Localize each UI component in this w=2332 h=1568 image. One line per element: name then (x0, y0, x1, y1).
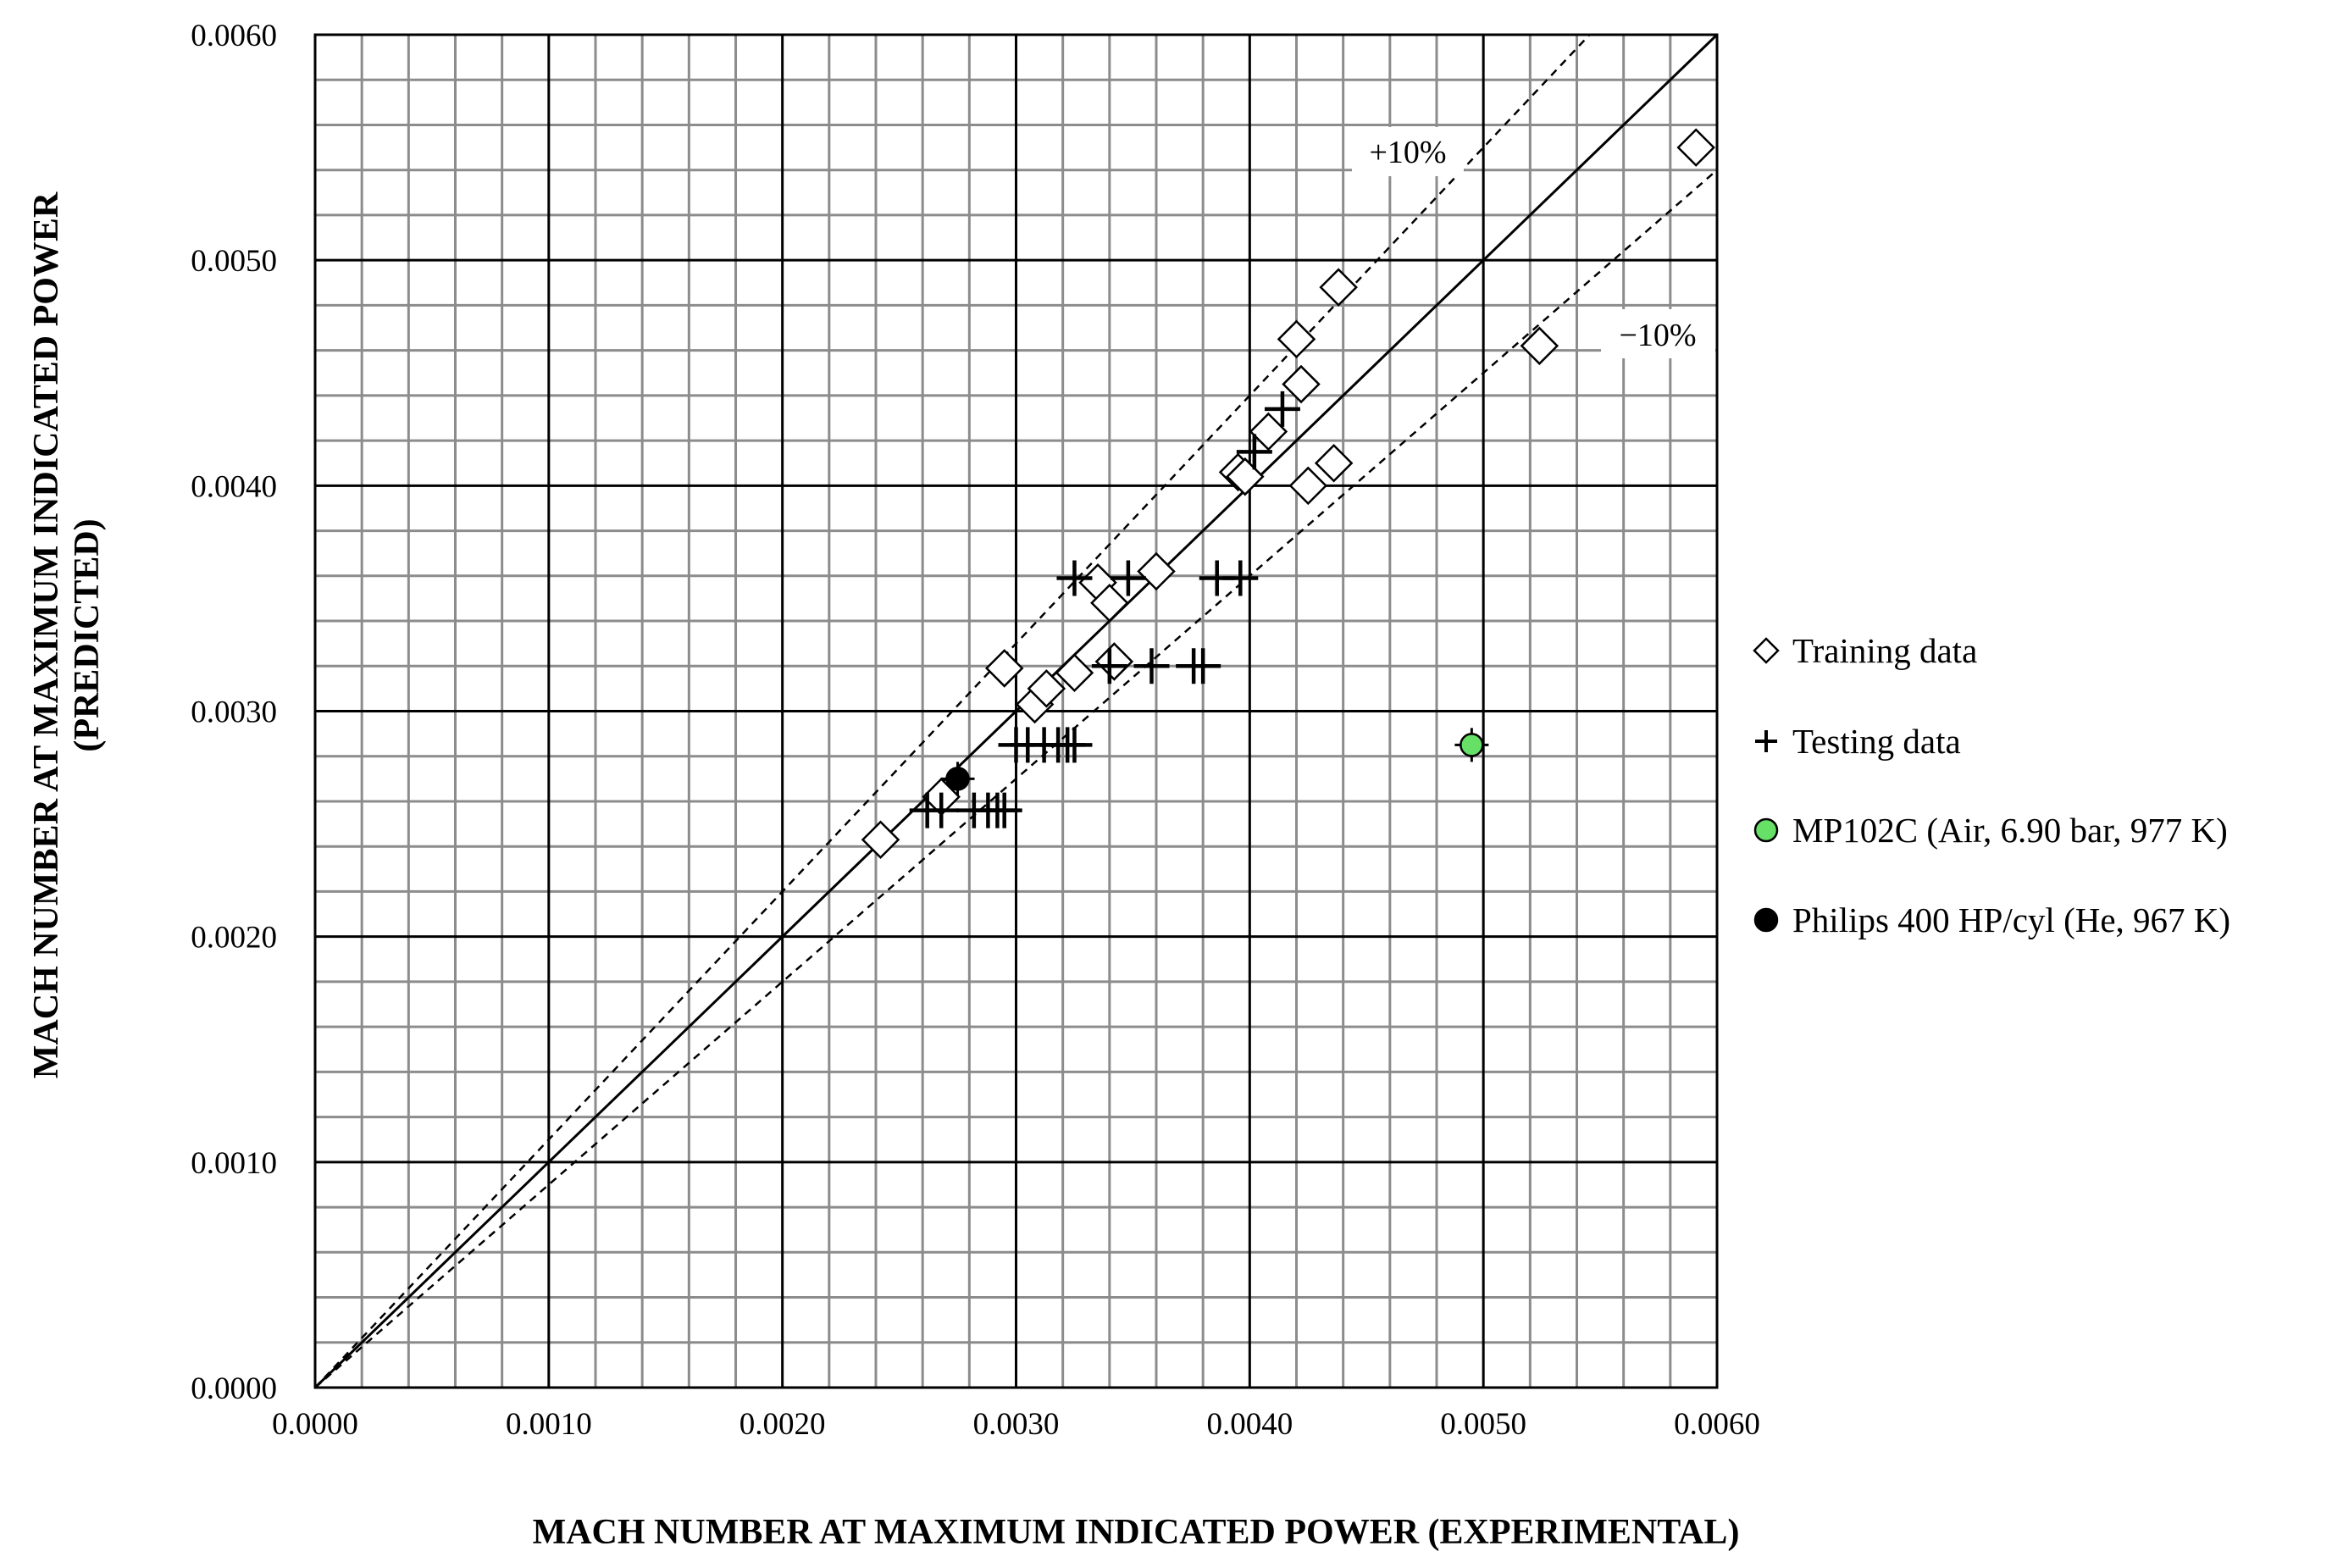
testing-point (1091, 648, 1127, 684)
x-tick-label: 0.0010 (506, 1407, 592, 1442)
legend: Training data Testing data MP102C (Air, 6.… (1753, 631, 2230, 939)
y-tick-label: 0.0060 (191, 19, 277, 53)
plus-10-percent-label-bg (1352, 127, 1464, 176)
x-tick-label: 0.0050 (1440, 1407, 1526, 1442)
x-tick-label: 0.0020 (739, 1407, 826, 1442)
y-tick-label: 0.0010 (191, 1146, 277, 1181)
y-axis-title-line-1: MACH NUMBER AT MAXIMUM INDICATED POWER (27, 191, 66, 1078)
training-point (861, 820, 900, 859)
legend-training-marker (1753, 637, 1780, 664)
legend-testing-label: Testing data (1792, 722, 1961, 761)
testing-point (1236, 434, 1272, 470)
training-point (1282, 364, 1321, 404)
training-point (1277, 319, 1316, 359)
tick-labels: 0.0000 0.0010 0.0020 0.0030 0.0040 0.0050 0.00… (191, 19, 1760, 1442)
data-points (861, 128, 1715, 859)
testing-point (1110, 560, 1146, 596)
plus-10-percent-label: +10% (1369, 135, 1446, 170)
testing-point (1056, 727, 1093, 763)
legend-training-label: Training data (1792, 631, 1977, 670)
training-point (1288, 466, 1328, 506)
training-point (1137, 551, 1176, 591)
legend-philips-marker (1753, 907, 1779, 933)
training-point (1055, 653, 1094, 693)
philips-point (945, 767, 970, 791)
legend-testing-marker (1755, 730, 1777, 752)
reference-lines (313, 33, 1719, 1389)
plot-frame (313, 33, 1719, 1389)
training-point (1676, 128, 1715, 167)
reference-line-labels: +10% −10% (1352, 127, 1715, 358)
training-point (1094, 642, 1134, 681)
y-tick-label: 0.0040 (191, 469, 277, 504)
y-tick-label: 0.0020 (191, 921, 277, 956)
legend-philips-label: Philips 400 HP/cyl (He, 967 K) (1792, 900, 2230, 939)
parity-line (313, 33, 1719, 1389)
plot-border (313, 33, 1719, 1389)
training-point (984, 649, 1024, 688)
training-point (1319, 268, 1358, 307)
y-tick-label: 0.0030 (191, 695, 277, 730)
x-tick-label: 0.0040 (1206, 1407, 1293, 1442)
training-point (1520, 326, 1559, 366)
y-axis-title-line-2: (PREDICTED) (68, 518, 107, 751)
testing-point (1056, 560, 1093, 596)
testing-point (1185, 648, 1221, 684)
x-tick-label: 0.0000 (272, 1407, 358, 1442)
x-tick-label: 0.0030 (973, 1407, 1060, 1442)
x-tick-label: 0.0060 (1674, 1407, 1760, 1442)
testing-point (1133, 648, 1170, 684)
testing-point (1222, 560, 1259, 596)
minus-10-percent-line (314, 169, 1718, 1388)
plus-10-percent-line (314, 34, 1591, 1388)
training-point (1027, 669, 1066, 708)
y-tick-label: 0.0050 (191, 244, 277, 279)
x-axis-title: MACH NUMBER AT MAXIMUM INDICATED POWER (… (533, 1513, 1740, 1552)
legend-mp102c-marker (1753, 817, 1779, 843)
y-tick-label: 0.0000 (191, 1371, 277, 1406)
minus-10-percent-label-bg (1601, 309, 1715, 358)
testing-point (1264, 391, 1300, 427)
training-point (1090, 583, 1129, 623)
legend-mp102c-label: MP102C (Air, 6.90 bar, 977 K) (1792, 811, 2228, 850)
training-point (1314, 443, 1354, 483)
mp102c-point (1460, 733, 1484, 757)
testing-point (986, 792, 1022, 828)
training-point (1249, 412, 1288, 452)
minus-10-percent-label: −10% (1619, 318, 1696, 353)
testing-point (923, 792, 960, 828)
